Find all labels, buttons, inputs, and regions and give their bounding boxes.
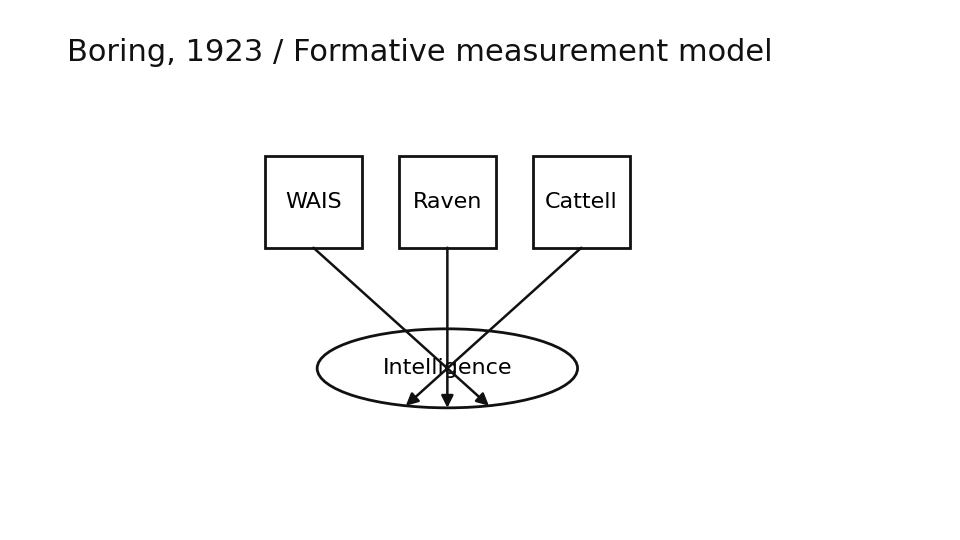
Text: Raven: Raven [413, 192, 482, 212]
Ellipse shape [317, 329, 578, 408]
Text: Intelligence: Intelligence [383, 359, 512, 379]
Bar [265, 156, 362, 248]
Bar [533, 156, 630, 248]
Text: Boring, 1923 / Formative measurement model: Boring, 1923 / Formative measurement mod… [67, 38, 773, 67]
Text: WAIS: WAIS [285, 192, 342, 212]
Bar [399, 156, 495, 248]
Text: Cattell: Cattell [545, 192, 617, 212]
